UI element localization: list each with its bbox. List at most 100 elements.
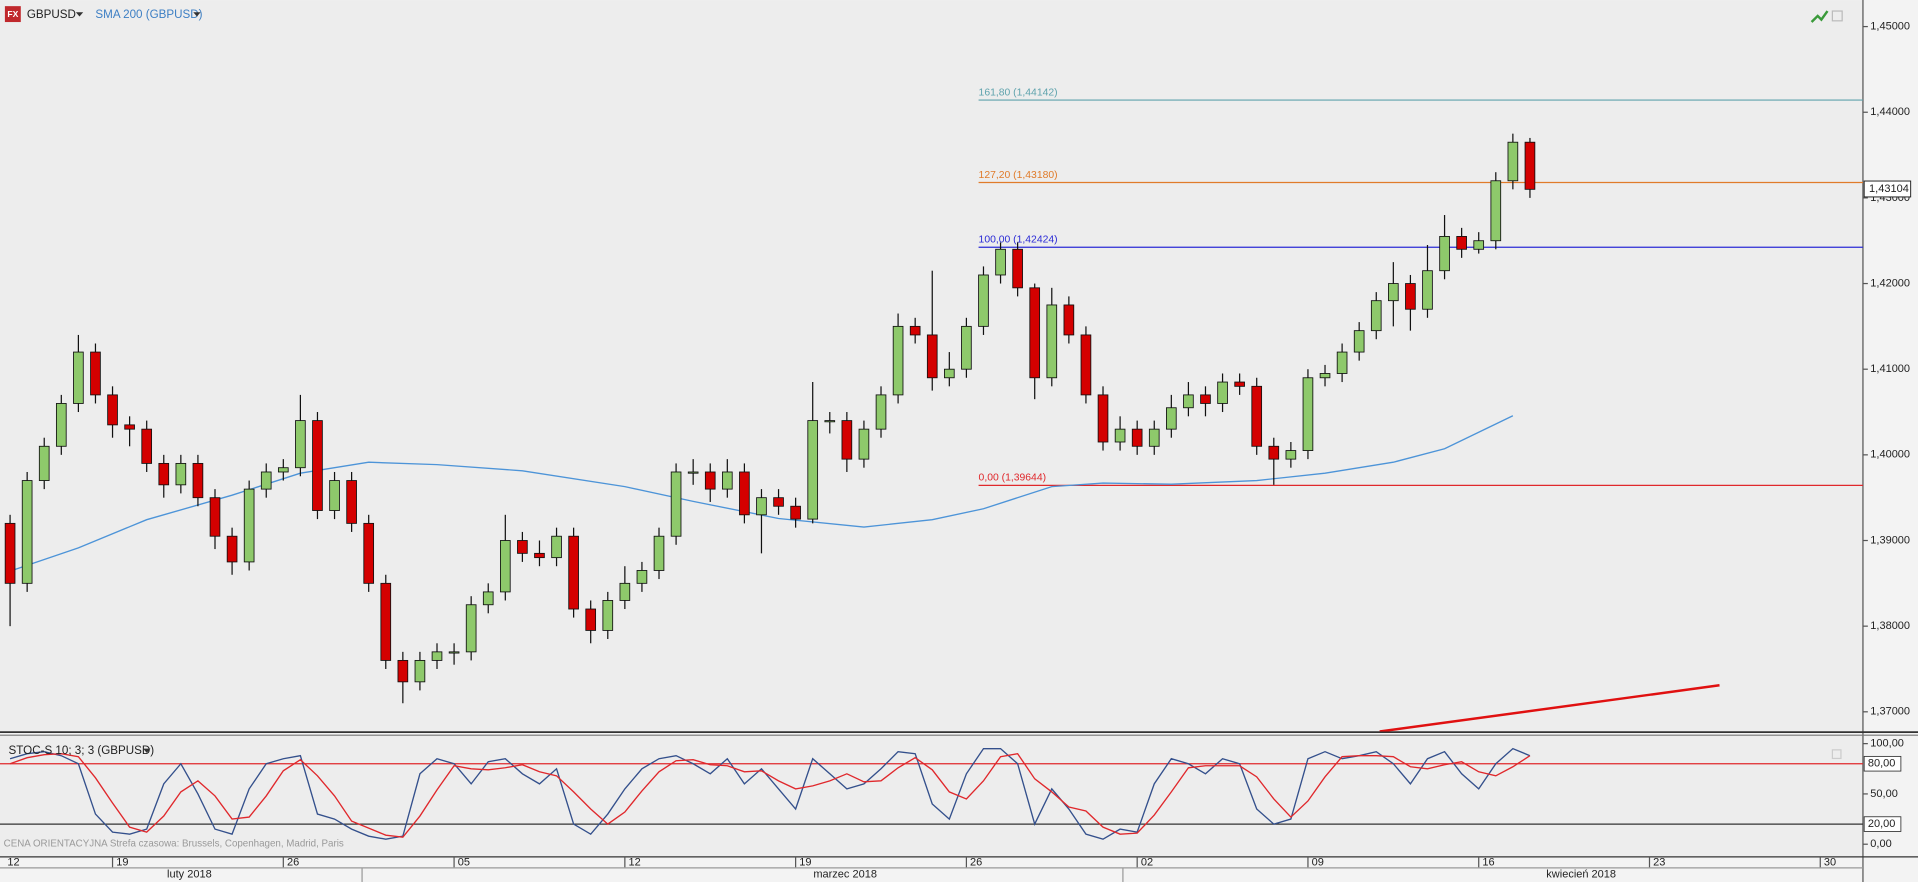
candle-body bbox=[704, 471, 716, 490]
y-tick-label: 1,38000 bbox=[1870, 620, 1910, 632]
level-label: 80,00 bbox=[1868, 758, 1896, 770]
candle-body bbox=[995, 248, 1006, 276]
candle-body bbox=[568, 535, 579, 610]
level-box bbox=[1863, 816, 1902, 832]
level-box bbox=[1863, 755, 1902, 772]
candle-body bbox=[1131, 428, 1143, 447]
candle-body bbox=[414, 659, 426, 683]
x-tick-label: 23 bbox=[1653, 856, 1665, 868]
candle-body bbox=[107, 394, 118, 426]
candle-body bbox=[1080, 334, 1092, 396]
footer-note: CENA ORIENTACYJNA Strefa czasowa: Brusse… bbox=[4, 839, 344, 850]
indicator-label[interactable]: STOC-S 10; 3; 3 (GBPUSD) bbox=[9, 744, 155, 757]
candle-body bbox=[636, 570, 648, 584]
candle-body bbox=[534, 552, 545, 559]
candle-body bbox=[158, 462, 170, 486]
candle-body bbox=[1422, 270, 1433, 310]
y-tick-label: 50,00 bbox=[1870, 788, 1898, 800]
candle-body bbox=[909, 325, 921, 336]
candle-body bbox=[1439, 236, 1450, 272]
candle-body bbox=[1336, 351, 1348, 374]
candle-body bbox=[1319, 373, 1331, 379]
symbol-label[interactable]: GBPUSD bbox=[27, 8, 76, 21]
candle-body bbox=[1183, 394, 1194, 409]
candle-body bbox=[1046, 304, 1058, 379]
last-price-box bbox=[1863, 180, 1912, 198]
candle-body bbox=[380, 582, 392, 661]
trend-icon[interactable] bbox=[1810, 10, 1829, 23]
dropdown-arrow[interactable] bbox=[75, 12, 84, 17]
candle-body bbox=[517, 540, 528, 554]
level-label: 20,00 bbox=[1868, 818, 1896, 830]
candle-body bbox=[824, 420, 836, 423]
fx-icon[interactable] bbox=[4, 6, 21, 23]
candle-body bbox=[209, 497, 221, 537]
dropdown-arrow[interactable] bbox=[143, 748, 151, 753]
candle-body bbox=[192, 462, 204, 499]
candle-body bbox=[21, 480, 33, 584]
candle-body bbox=[4, 522, 16, 584]
candle-body bbox=[1473, 240, 1485, 250]
candle-body bbox=[226, 535, 238, 563]
candle-body bbox=[756, 497, 767, 516]
candle-body bbox=[90, 351, 101, 396]
y-tick-label: 1,39000 bbox=[1870, 534, 1910, 546]
window-icon[interactable] bbox=[1831, 749, 1842, 760]
x-tick-label: 12 bbox=[7, 856, 19, 868]
candle-body bbox=[1012, 248, 1023, 289]
candle-body bbox=[499, 540, 511, 593]
candle-body bbox=[687, 471, 699, 474]
candle-body bbox=[1166, 407, 1177, 430]
candle-body bbox=[978, 274, 989, 327]
window-icon[interactable] bbox=[1831, 10, 1843, 22]
candle-body bbox=[73, 351, 84, 404]
candle-body bbox=[346, 480, 357, 524]
candle-body bbox=[1251, 385, 1263, 447]
y-tick-label: 1,42000 bbox=[1870, 277, 1910, 289]
candle-body bbox=[1097, 394, 1109, 443]
candle-body bbox=[1507, 141, 1519, 182]
candle-body bbox=[175, 462, 187, 486]
candle-body bbox=[1148, 428, 1160, 447]
candle-body bbox=[619, 582, 631, 601]
candle-body bbox=[858, 428, 870, 460]
candle-body bbox=[670, 471, 682, 537]
candle-body bbox=[1353, 330, 1365, 353]
trendline bbox=[1379, 684, 1720, 732]
indicator-line bbox=[9, 752, 1531, 838]
candle-body bbox=[1456, 236, 1467, 250]
last-price-label: 1,43104 bbox=[1869, 183, 1909, 195]
candle-body bbox=[961, 325, 972, 370]
candle-body bbox=[551, 535, 562, 559]
x-tick-label: 19 bbox=[799, 856, 811, 868]
x-tick-label: 26 bbox=[287, 856, 299, 868]
candle-body bbox=[1388, 283, 1399, 302]
x-tick-label: 02 bbox=[1141, 856, 1153, 868]
dropdown-arrow[interactable] bbox=[193, 12, 201, 17]
candle-body bbox=[1302, 377, 1314, 451]
candle-body bbox=[260, 471, 272, 490]
candle-body bbox=[841, 420, 853, 460]
candle-body bbox=[721, 471, 733, 490]
candle-body bbox=[1490, 180, 1502, 242]
candle-body bbox=[277, 467, 289, 473]
fib-level-label: 100,00 (1,42424) bbox=[979, 235, 1058, 246]
y-tick-label: 1,37000 bbox=[1870, 706, 1910, 718]
y-tick-label: 1,44000 bbox=[1870, 106, 1910, 118]
main-layer: 161,80 (1,44142) 127,20 (1,43180) 100,00 (… bbox=[4, 87, 1863, 732]
candle-body bbox=[1370, 300, 1382, 332]
candle-body bbox=[1063, 304, 1075, 336]
x-tick-label: 16 bbox=[1482, 856, 1494, 868]
candle-body bbox=[431, 651, 443, 661]
candle-body bbox=[1268, 445, 1280, 460]
x-tick-label: 12 bbox=[629, 856, 641, 868]
y-tick-label: 1,45000 bbox=[1870, 20, 1910, 32]
fib-level-label: 127,20 (1,43180) bbox=[979, 170, 1058, 181]
y-tick-label: 1,40000 bbox=[1870, 449, 1910, 461]
candle-body bbox=[482, 591, 494, 606]
candle-body bbox=[124, 424, 135, 430]
indicator-layer bbox=[0, 747, 1863, 840]
candle-body bbox=[1405, 283, 1416, 310]
overlay-label[interactable]: SMA 200 (GBPUSD) bbox=[95, 8, 202, 21]
